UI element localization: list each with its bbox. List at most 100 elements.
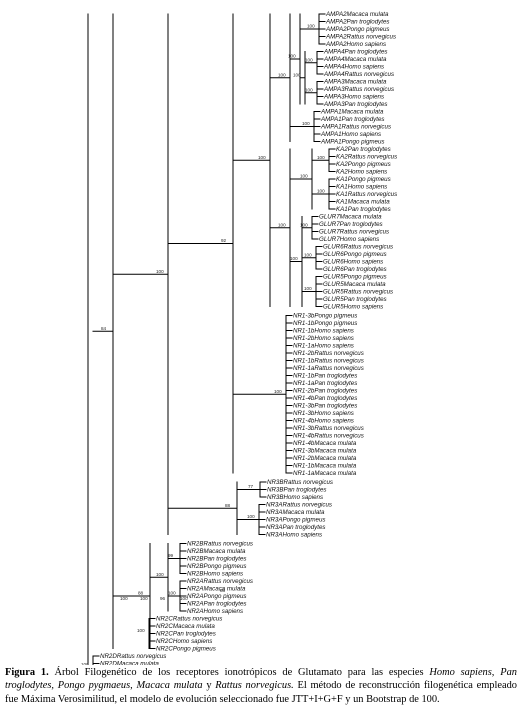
leaf-label: KA2Pan troglodytes — [336, 146, 391, 153]
leaf-label: NR2AHomo sapiens — [187, 608, 243, 615]
bootstrap-value: 100 — [317, 155, 325, 160]
bootstrap-value: 100 — [278, 222, 286, 227]
leaf-label: NR2CPan troglodytes — [156, 631, 216, 638]
leaf-label: NR1-2bMacaca mulata — [293, 455, 357, 462]
leaf-label: NR3BRattus norvegicus — [267, 479, 333, 486]
leaf-label: GLUR7Rattus norvegicus — [319, 229, 389, 236]
species-macaca: Macaca mulata — [136, 680, 203, 692]
leaf-label: NR1-3bMacaca mulata — [293, 448, 357, 455]
bootstrap-value: 100 — [307, 24, 315, 29]
leaf-label: NR2ARattus norvegicus — [187, 578, 253, 585]
leaf-label: NR2CPongo pigmeus — [156, 646, 216, 653]
leaf-label: KA2Pongo pigmeus — [336, 161, 391, 168]
leaf-label: KA2Homo sapiens — [336, 169, 387, 176]
leaf-label: GLUR6Rattus norvegicus — [323, 244, 393, 251]
leaf-label: AMPA2Pan troglodytes — [325, 19, 390, 26]
leaf-label: NR2CHomo sapiens — [156, 638, 212, 645]
bootstrap-value: 84 — [101, 326, 107, 331]
caption-label: Figura 1. — [5, 667, 49, 678]
bootstrap-value: 100 — [317, 189, 325, 194]
bootstrap-value: 88 — [225, 503, 231, 508]
bootstrap-value: 100 — [140, 596, 148, 601]
leaf-label: AMPA1Macaca mulata — [320, 109, 384, 116]
leaf-label: GLUR7Macaca mulata — [319, 214, 382, 221]
leaf-label: NR1-4bMacaca mulata — [293, 440, 357, 447]
leaf-label: NR1-2bPan troglodytes — [293, 388, 357, 395]
leaf-label: AMPA1Rattus norvegicus — [320, 124, 391, 131]
leaf-label: NR3BPan troglodytes — [267, 487, 327, 494]
caption-text-5: y — [202, 680, 216, 692]
figure-caption: Figura 1. Árbol Filogenético de los rece… — [5, 666, 517, 706]
leaf-label: NR2APongo pigmeus — [187, 593, 247, 600]
leaf-label: GLUR7Homo sapiens — [319, 236, 379, 243]
leaf-label: NR2BRattus norvegicus — [187, 541, 253, 548]
leaf-label: AMPA2Homo sapiens — [325, 41, 386, 48]
leaf-label: KA1Pongo pigmeus — [336, 176, 391, 183]
bootstrap-value: 100 — [247, 514, 255, 519]
leaf-label: KA1Pan troglodytes — [336, 206, 391, 213]
bootstrap-value: 96 — [160, 596, 166, 601]
bootstrap-value: 92 — [221, 238, 227, 243]
leaf-label: AMPA4Macaca mulata — [323, 56, 387, 63]
leaf-label: AMPA3Homo sapiens — [323, 94, 384, 101]
leaf-label: AMPA1Pan troglodytes — [320, 116, 385, 123]
leaf-label: NR1-3bRattus norvegicus — [293, 425, 364, 432]
bootstrap-value: 100 — [302, 121, 310, 126]
bootstrap-value: 100 — [305, 87, 313, 92]
leaf-label: GLUR5Macaca mulata — [323, 281, 386, 288]
leaf-label: NR2BHomo sapiens — [187, 571, 243, 578]
leaf-label: KA1Rattus norvegicus — [336, 191, 397, 198]
leaf-label: NR2APan troglodytes — [187, 601, 247, 608]
leaf-label: KA1Macaca mulata — [336, 199, 390, 206]
leaf-label: NR1-4bPan troglodytes — [293, 395, 357, 402]
leaf-label: NR2CRattus norvegicus — [156, 616, 222, 623]
leaf-label: NR1-1aHomo sapiens — [293, 343, 354, 350]
bootstrap-value: 100 — [120, 596, 128, 601]
leaf-label: AMPA4Pan troglodytes — [323, 49, 388, 56]
bootstrap-value: 100 — [288, 54, 296, 59]
leaf-label: NR3ARattus norvegicus — [266, 502, 332, 509]
bootstrap-value: 100 — [278, 72, 286, 77]
leaf-label: NR2BPan troglodytes — [187, 556, 247, 563]
leaf-label: NR2BPongo pigmeus — [187, 563, 247, 570]
leaf-label: NR3AMacaca mulata — [266, 509, 325, 516]
species-rattus: Rattus norvegicus. — [215, 680, 294, 692]
bootstrap-value: 100 — [156, 572, 164, 577]
bootstrap-value: 100 — [304, 252, 312, 257]
bootstrap-value: 100 — [137, 628, 145, 633]
leaf-label: NR1-1bRattus norvegicus — [293, 358, 364, 365]
leaf-label: NR1-2bHomo sapiens — [293, 335, 354, 342]
leaf-label: NR1-2bRattus norvegicus — [293, 350, 364, 357]
caption-text-6: El método de reconstrucción filogenética… — [5, 680, 517, 705]
leaf-label: AMPA3Pan troglodytes — [323, 101, 388, 108]
leaf-label: AMPA4Rattus norvegicus — [323, 71, 394, 78]
leaf-label: NR1-1bHomo sapiens — [293, 328, 354, 335]
leaf-label: GLUR6Pongo pigmeus — [323, 251, 387, 258]
species-pongo: Pongo pygmaeus, — [57, 680, 133, 692]
leaf-label: NR1-3bPan troglodytes — [293, 403, 357, 410]
bootstrap-value: 100 — [300, 174, 308, 179]
leaf-label: NR3APongo pigmeus — [266, 517, 326, 524]
leaf-label: NR1-4bHomo sapiens — [293, 418, 354, 425]
leaf-label: NR2DMacaca mulata — [100, 661, 159, 666]
bootstrap-value: 100 — [290, 256, 298, 261]
bootstrap-value: 100 — [168, 591, 176, 596]
leaf-label: GLUR5Pan troglodytes — [323, 296, 387, 303]
leaf-label: NR1-1bMacaca mulata — [293, 463, 357, 470]
species-homo: Homo sapiens, — [429, 667, 495, 678]
bootstrap-value: 88 — [220, 588, 226, 593]
leaf-label: GLUR5Rattus norvegicus — [323, 289, 393, 296]
bootstrap-value: 100 — [156, 269, 164, 274]
bootstrap-value: 100 — [258, 155, 266, 160]
species-pan: Pan troglodytes, — [5, 667, 518, 692]
leaf-label: NR3AHomo sapiens — [266, 532, 322, 539]
bootstrap-value: 100 — [305, 57, 313, 62]
leaf-label: GLUR7Pan troglodytes — [319, 221, 383, 228]
bootstrap-value: 88 — [138, 591, 144, 596]
bootstrap-value: 100 — [81, 662, 89, 665]
bootstrap-value: 100 — [293, 72, 301, 77]
bootstrap-value: 100 — [274, 389, 282, 394]
leaf-label: AMPA3Macaca mulata — [323, 79, 387, 86]
leaf-label: NR2AMacaca mulata — [187, 586, 246, 593]
